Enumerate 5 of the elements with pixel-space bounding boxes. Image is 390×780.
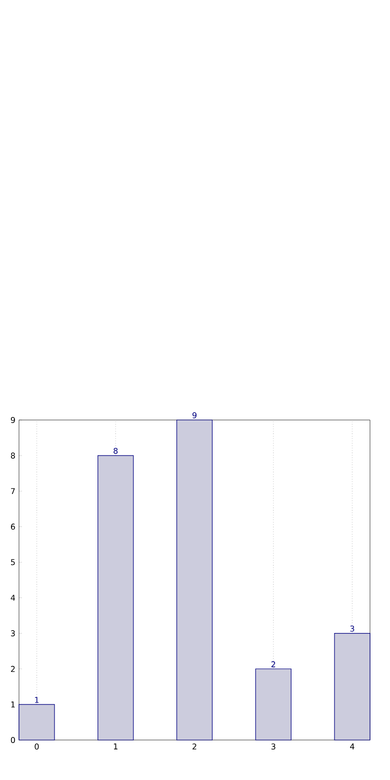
bar [98,455,134,740]
bar [334,633,370,740]
bar [255,668,292,740]
bar [18,704,55,740]
bar [176,420,213,740]
